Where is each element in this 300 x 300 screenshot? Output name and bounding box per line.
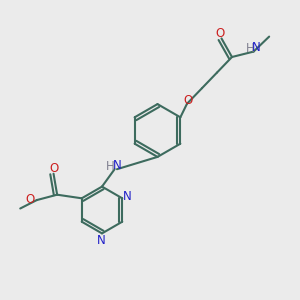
Text: N: N — [97, 233, 106, 247]
Text: O: O — [183, 94, 192, 107]
Text: H: H — [246, 41, 254, 55]
Text: N: N — [123, 190, 132, 203]
Text: N: N — [112, 159, 122, 172]
Text: N: N — [252, 40, 261, 54]
Text: H: H — [106, 160, 115, 173]
Text: O: O — [25, 193, 34, 206]
Text: O: O — [49, 162, 58, 175]
Text: O: O — [215, 27, 225, 40]
